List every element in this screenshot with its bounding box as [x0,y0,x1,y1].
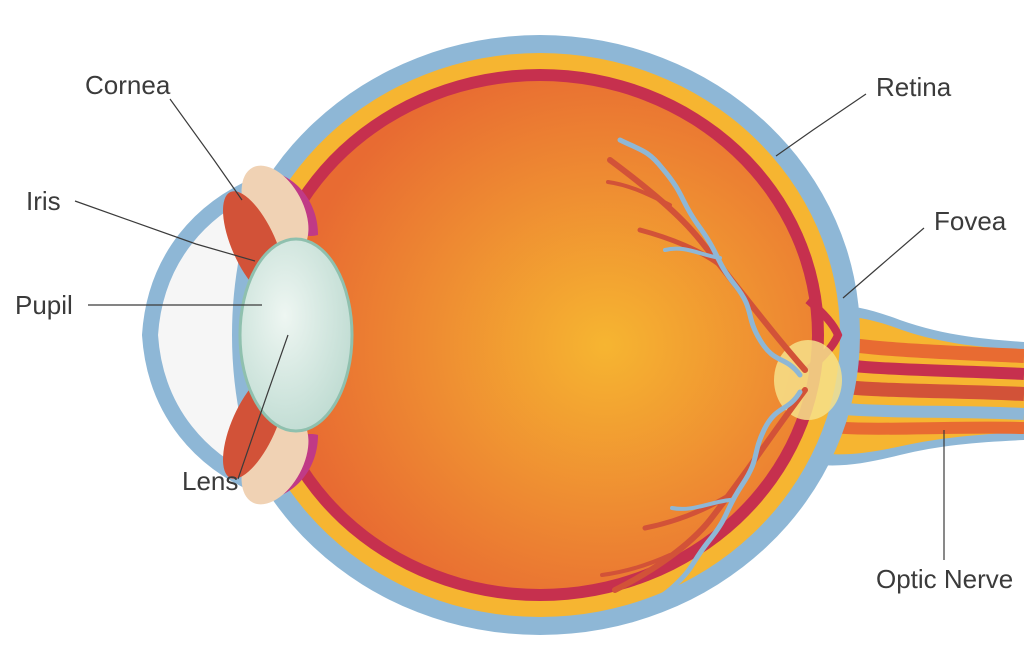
label-opticnerve: Optic Nerve [876,564,1013,595]
label-cornea: Cornea [85,70,170,101]
label-fovea: Fovea [934,206,1006,237]
label-iris: Iris [26,186,61,217]
lens-shape [240,239,352,431]
label-pupil: Pupil [15,290,73,321]
label-retina: Retina [876,72,951,103]
eye-anatomy-diagram: Cornea Iris Pupil Lens Retina Fovea Opti… [0,0,1024,669]
label-lens: Lens [182,466,238,497]
